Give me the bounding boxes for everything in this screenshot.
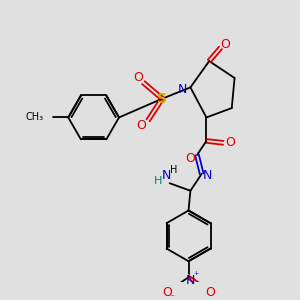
Text: O: O (205, 286, 215, 299)
Text: ⁻: ⁻ (169, 293, 174, 300)
Text: O: O (133, 71, 143, 85)
Text: ⁺: ⁺ (194, 271, 199, 281)
Text: S: S (157, 92, 167, 106)
Text: O: O (136, 119, 146, 132)
Text: N: N (202, 169, 212, 182)
Text: N: N (161, 169, 171, 182)
Text: N: N (186, 274, 195, 286)
Text: H: H (154, 176, 163, 186)
Text: N: N (178, 83, 188, 96)
Text: H: H (170, 165, 177, 175)
Text: O: O (185, 152, 195, 165)
Text: O: O (220, 38, 230, 51)
Text: CH₃: CH₃ (26, 112, 44, 122)
Text: O: O (162, 286, 172, 299)
Text: O: O (225, 136, 235, 149)
